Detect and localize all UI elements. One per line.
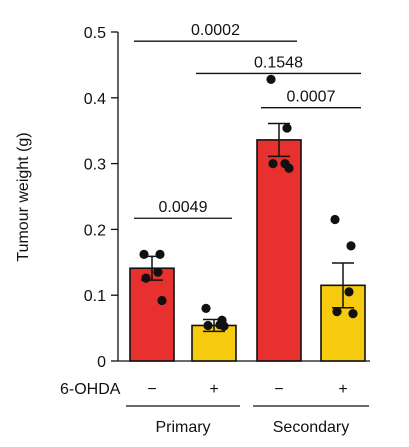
data-point-secondary-minus [282, 123, 292, 133]
y-axis-label: Tumour weight (g) [15, 132, 32, 261]
group-labels: Primary Secondary [126, 405, 369, 436]
data-point-primary-minus [153, 267, 163, 277]
group-label: Secondary [273, 419, 350, 436]
data-point-primary-minus [155, 249, 165, 260]
y-tick-label: 0.1 [84, 288, 106, 305]
p-value-label: 0.1548 [254, 54, 303, 71]
data-point-secondary-plus [330, 214, 340, 225]
p-value-label: 0.0007 [287, 89, 336, 106]
data-points [139, 74, 358, 331]
p-value-label: 0.0002 [191, 22, 240, 39]
data-point-primary-minus [141, 273, 151, 283]
y-tick-label: 0.2 [84, 222, 106, 239]
data-point-primary-plus [203, 320, 213, 331]
data-point-primary-minus [139, 249, 149, 260]
treatment-row-label: 6-OHDA [60, 381, 121, 398]
y-tick-label: 0.5 [84, 25, 106, 42]
data-point-secondary-minus [284, 163, 294, 173]
data-point-secondary-plus [344, 287, 354, 297]
significance-brackets: 0.0049 0.0002 0.1548 0.0007 [134, 22, 361, 219]
data-point-secondary-minus [268, 159, 278, 169]
y-tick-label: 0.4 [84, 91, 106, 108]
data-point-primary-plus [201, 303, 211, 313]
treatment-label-secondary-minus: − [274, 381, 283, 398]
group-label: Primary [155, 419, 210, 436]
treatment-label-primary-minus: − [147, 381, 156, 398]
data-point-secondary-plus [348, 309, 358, 319]
treatment-label-secondary-plus: + [338, 381, 347, 398]
data-point-primary-minus [157, 295, 167, 306]
bar-primary-minus [129, 267, 175, 362]
treatment-label-primary-plus: + [209, 381, 218, 398]
axes: 0 0.1 0.2 0.3 0.4 0.5 [84, 25, 370, 371]
y-tick-label: 0.3 [84, 157, 106, 174]
bar-secondary-minus [256, 139, 302, 362]
data-point-primary-plus [219, 321, 229, 331]
p-value-label: 0.0049 [159, 199, 208, 216]
y-tick-label: 0 [97, 354, 106, 371]
data-point-secondary-plus [346, 241, 356, 251]
data-point-secondary-minus [266, 74, 276, 84]
data-point-secondary-plus [332, 307, 342, 317]
bars: − + − + [129, 139, 366, 398]
